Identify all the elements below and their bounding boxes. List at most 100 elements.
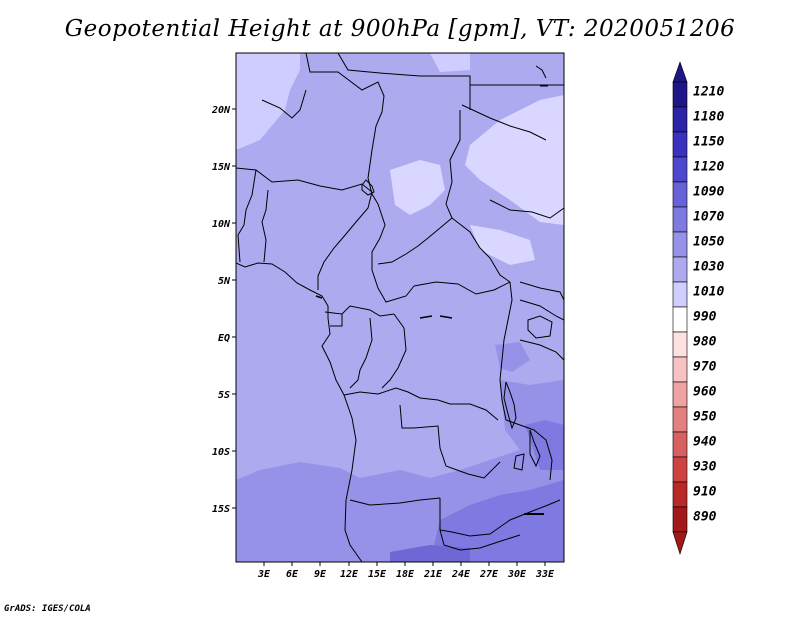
- colorbar-label: 910: [693, 485, 717, 500]
- colorbar-label: 960: [693, 385, 717, 400]
- colorbar-swatch: [672, 156, 688, 183]
- colorbar-label: 970: [693, 360, 717, 375]
- colorbar-swatch: [672, 281, 688, 308]
- bioko-island: [315, 295, 323, 299]
- sinai-coast: [535, 65, 548, 87]
- colorbar-label: 1090: [693, 185, 724, 200]
- border-tanzania-north: [519, 339, 564, 361]
- colorbar-swatch: [672, 456, 688, 483]
- lake-chad: [361, 179, 375, 196]
- lon-label: 30E: [507, 569, 527, 580]
- lon-label: 12E: [340, 569, 359, 580]
- border-kenya-uganda: [519, 299, 564, 321]
- lon-label: 27E: [479, 569, 499, 580]
- atlantic-coastline: [236, 262, 363, 562]
- map-title: Geopotential Height at 900hPa [gpm], VT:…: [64, 16, 736, 42]
- colorbar-bottom-arrow: [672, 531, 688, 555]
- border-angola-zambia: [399, 404, 501, 479]
- lat-label: 10N: [212, 219, 231, 230]
- colorbar: 1210 1180 1150 1120 1090 1070 1050 1030 1010 990 9…: [672, 61, 724, 555]
- colorbar-swatch: [672, 331, 688, 358]
- field-light-chad: [390, 160, 445, 215]
- colorbar-label: 940: [693, 435, 717, 450]
- lon-label: 15E: [368, 569, 387, 580]
- lake-tanganyika: [503, 381, 517, 430]
- border-uganda-north: [519, 281, 564, 301]
- border-benin-togo: [237, 169, 257, 263]
- border-niger-nigeria: [236, 167, 373, 193]
- colorbar-label: 1150: [693, 135, 724, 150]
- border-drc-angola: [343, 387, 499, 421]
- country-boundaries: [236, 53, 564, 562]
- border-gabon-congo: [324, 305, 395, 317]
- colorbar-swatch: [672, 406, 688, 433]
- lon-label: 9E: [314, 569, 327, 580]
- colorbar-swatch: [672, 81, 688, 108]
- lat-label: 20N: [211, 105, 231, 116]
- field-darker-south: [390, 545, 470, 562]
- colorbar-swatch: [672, 506, 688, 533]
- border-car-sudan: [451, 217, 511, 283]
- border-car-drc: [413, 281, 511, 295]
- field-light-ne: [465, 95, 564, 225]
- border-chad-car: [371, 203, 415, 303]
- lake-kariba-area: [513, 453, 525, 471]
- border-namibia-botswana: [439, 498, 561, 537]
- colorbar-swatch: [672, 256, 688, 283]
- lake-malawi: [529, 429, 541, 468]
- border-algeria-niger-chad: [305, 53, 385, 205]
- colorbar-label: 1070: [693, 210, 724, 225]
- colorbar-label: 890: [693, 510, 717, 525]
- border-mali-niger: [261, 89, 307, 119]
- border-chad-sudan: [377, 110, 461, 265]
- field-light-nw: [236, 53, 300, 150]
- latitude-axis: 20N 15N 10N 5N EQ 5S 10S 15S: [211, 105, 236, 515]
- colorbar-swatch: [672, 131, 688, 158]
- lon-label: 33E: [535, 569, 555, 580]
- longitude-axis: 3E 6E 9E 12E 15E 18E 21E 24E 27E 30E 33E: [257, 562, 555, 580]
- colorbar-label: 1050: [693, 235, 724, 250]
- lon-label: 18E: [396, 569, 415, 580]
- border-eq-guinea: [330, 314, 343, 327]
- colorbar-swatch: [672, 381, 688, 408]
- field-dark-mozambique: [525, 420, 564, 470]
- border-libya: [337, 53, 471, 110]
- lon-label: 21E: [423, 569, 443, 580]
- colorbar-swatch: [672, 231, 688, 258]
- colorbar-label: 990: [693, 310, 717, 325]
- lat-label: 5S: [218, 390, 230, 401]
- border-angola-namibia: [349, 497, 441, 506]
- colorbar-label: 980: [693, 335, 717, 350]
- colorbar-label: 930: [693, 460, 717, 475]
- border-congo-drc: [349, 317, 373, 389]
- lon-label: 3E: [257, 569, 271, 580]
- colorbar-top-arrow: [672, 61, 688, 83]
- field-light-n: [430, 53, 470, 72]
- height-field: [236, 53, 564, 562]
- lake-victoria: [527, 315, 553, 339]
- field-mid-lakes: [495, 342, 530, 372]
- colorbar-swatch: [672, 481, 688, 508]
- map-frame: [235, 52, 565, 563]
- border-drc-east: [499, 281, 513, 421]
- colorbar-swatch: [672, 106, 688, 133]
- colorbar-swatch: [672, 206, 688, 233]
- field-dark-southeast: [430, 480, 564, 562]
- colorbar-label: 1030: [693, 260, 724, 275]
- border-malawi-mozambique: [505, 419, 553, 481]
- border-sudan-north: [461, 104, 547, 141]
- lat-label: 5N: [218, 276, 231, 287]
- colorbar-label: 1010: [693, 285, 724, 300]
- lat-label: 15S: [212, 504, 230, 515]
- grads-credit: GrADS: IGES/COLA: [4, 604, 91, 614]
- colorbar-label: 1120: [693, 160, 724, 175]
- colorbar-swatch: [672, 181, 688, 208]
- congo-river-marks: [419, 315, 453, 319]
- colorbar-label: 1210: [693, 85, 724, 100]
- lat-label: 10S: [212, 447, 230, 458]
- lon-label: 6E: [286, 569, 299, 580]
- colorbar-swatch: [672, 356, 688, 383]
- border-congo-inland: [381, 313, 407, 389]
- colorbar-label: 950: [693, 410, 717, 425]
